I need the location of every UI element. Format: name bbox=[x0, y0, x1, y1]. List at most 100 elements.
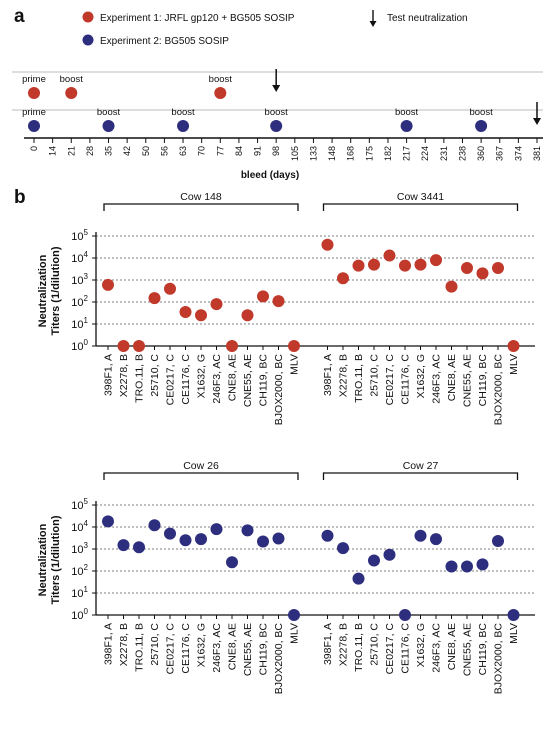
data-point bbox=[210, 298, 223, 311]
group-bracket bbox=[103, 472, 299, 480]
data-point bbox=[321, 529, 334, 542]
x-tick-label: TRO.11, B bbox=[134, 623, 146, 672]
timeline-marker-2 bbox=[28, 120, 40, 132]
data-point bbox=[117, 340, 130, 352]
x-tick-label: CE1176, C bbox=[400, 623, 412, 674]
data-point bbox=[383, 548, 396, 561]
x-tick-label: X2278, B bbox=[118, 623, 130, 666]
data-point bbox=[368, 554, 380, 567]
data-point bbox=[133, 340, 145, 352]
y-tick-exponent: 0 bbox=[84, 607, 89, 616]
y-tick-base: 10 bbox=[71, 253, 83, 265]
data-point bbox=[445, 280, 458, 293]
group-label: Cow 26 bbox=[183, 460, 219, 472]
timeline-tick-label: 21 bbox=[66, 146, 76, 156]
y-tick-label: 104 bbox=[71, 519, 88, 534]
data-point bbox=[445, 560, 458, 573]
data-point bbox=[179, 306, 192, 319]
timeline-tick-label: 0 bbox=[29, 146, 39, 151]
x-tick-label: CE1176, C bbox=[400, 354, 412, 405]
x-tick-label: 398F1, A bbox=[322, 354, 334, 396]
timeline-tick-label: 98 bbox=[271, 146, 281, 156]
data-point bbox=[148, 519, 161, 532]
group-label: Cow 148 bbox=[180, 191, 222, 203]
y-tick-base: 10 bbox=[71, 610, 83, 622]
panel-a-letter: a bbox=[14, 6, 25, 27]
data-point bbox=[195, 533, 207, 546]
y-tick-base: 10 bbox=[71, 319, 83, 331]
y-tick-exponent: 3 bbox=[84, 541, 89, 550]
x-tick-label: 25710, C bbox=[369, 354, 381, 397]
y-tick-exponent: 5 bbox=[84, 497, 89, 506]
y-tick-base: 10 bbox=[71, 297, 83, 309]
data-point bbox=[195, 309, 207, 322]
timeline-tick-label: 367 bbox=[495, 146, 505, 161]
data-point bbox=[210, 523, 223, 536]
y-tick-exponent: 4 bbox=[84, 250, 89, 259]
x-tick-label: 25710, C bbox=[369, 623, 381, 666]
timeline-event-label: boost bbox=[209, 74, 233, 85]
timeline-tick-label: 91 bbox=[253, 146, 263, 156]
x-tick-label: CE1176, C bbox=[180, 354, 192, 405]
group-bracket bbox=[322, 472, 519, 480]
x-tick-label: CE0217, C bbox=[384, 354, 396, 406]
x-tick-label: CNE8, AE bbox=[227, 354, 239, 401]
legend-arrow-icon bbox=[369, 10, 377, 27]
timeline-event-label: prime bbox=[22, 74, 46, 85]
timeline-marker-1 bbox=[65, 87, 78, 99]
timeline-tick-label: 42 bbox=[122, 146, 132, 156]
x-tick-label: CH119, BC bbox=[477, 354, 489, 407]
data-point bbox=[414, 258, 427, 271]
y-tick-base: 10 bbox=[71, 275, 83, 287]
data-point bbox=[117, 539, 130, 552]
data-point bbox=[352, 572, 365, 585]
y-tick-exponent: 2 bbox=[84, 294, 89, 303]
data-point bbox=[148, 292, 161, 305]
y-tick-base: 10 bbox=[71, 231, 83, 243]
y-tick-label: 105 bbox=[71, 497, 88, 512]
x-tick-label: 246F3, AC bbox=[211, 623, 223, 673]
y-tick-exponent: 2 bbox=[84, 563, 89, 572]
timeline-tick-label: 231 bbox=[439, 146, 449, 161]
y-tick-label: 101 bbox=[71, 316, 88, 331]
y-tick-exponent: 1 bbox=[84, 316, 89, 325]
y-tick-exponent: 0 bbox=[84, 338, 89, 347]
y-tick-base: 10 bbox=[71, 588, 83, 600]
y-tick-base: 10 bbox=[71, 341, 83, 353]
legend-exp2-marker bbox=[82, 34, 94, 46]
data-point bbox=[430, 533, 442, 546]
data-point bbox=[257, 535, 269, 548]
x-tick-label: BJOX2000, BC bbox=[273, 623, 285, 695]
x-tick-label: MLV bbox=[289, 354, 301, 375]
data-point bbox=[226, 556, 238, 569]
timeline-test-arrow-icon bbox=[533, 102, 541, 125]
x-tick-label: MLV bbox=[508, 623, 520, 644]
timeline-tick-label: 35 bbox=[104, 146, 114, 156]
data-point bbox=[461, 262, 473, 275]
x-tick-label: CNE55, AE bbox=[242, 354, 254, 407]
y-tick-label: 101 bbox=[71, 585, 88, 600]
y-tick-exponent: 5 bbox=[84, 228, 89, 237]
data-point bbox=[241, 309, 254, 322]
timeline-marker-2 bbox=[177, 120, 190, 132]
y-tick-label: 104 bbox=[71, 250, 88, 265]
panel-b-letter: b bbox=[14, 187, 26, 208]
timeline-tick-label: 77 bbox=[215, 146, 225, 156]
data-point bbox=[476, 558, 489, 571]
data-point bbox=[399, 609, 411, 621]
data-point bbox=[337, 542, 349, 555]
data-point bbox=[272, 532, 285, 545]
x-tick-label: 246F3, AC bbox=[431, 354, 443, 404]
x-tick-label: BJOX2000, BC bbox=[493, 623, 505, 695]
timeline-tick-label: 381 bbox=[532, 146, 542, 161]
timeline-marker-2 bbox=[475, 120, 488, 132]
timeline-tick-label: 70 bbox=[197, 146, 207, 156]
y-tick-exponent: 3 bbox=[84, 272, 89, 281]
y-tick-label: 105 bbox=[71, 228, 88, 243]
y-tick-exponent: 1 bbox=[84, 585, 89, 594]
y-axis-label: NeutralizationTiters (1/dilution) bbox=[37, 515, 62, 604]
timeline-event-label: boost bbox=[60, 74, 84, 85]
data-point bbox=[507, 609, 520, 621]
timeline-tick-label: 28 bbox=[85, 146, 95, 156]
